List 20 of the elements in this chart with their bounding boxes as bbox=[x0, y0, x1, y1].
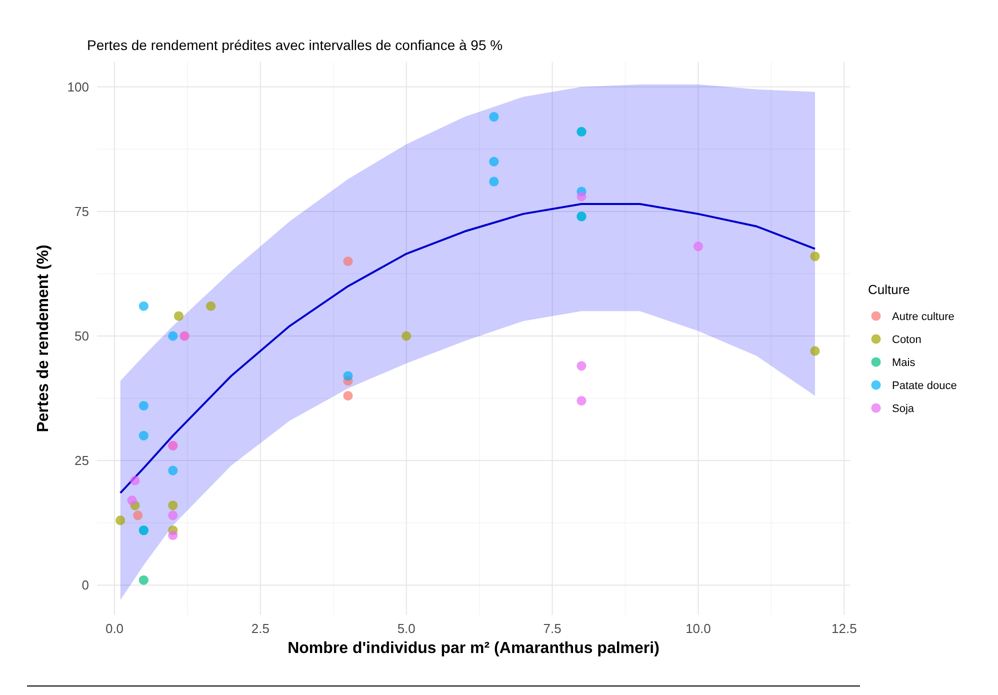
x-axis-title: Nombre d'individus par m² (Amaranthus palmeri) bbox=[288, 640, 660, 657]
y-tick-label: 100 bbox=[67, 79, 89, 94]
y-tick-label: 25 bbox=[74, 453, 89, 468]
legend-label: Mais bbox=[892, 357, 916, 369]
y-axis-title: Pertes de rendement (%) bbox=[35, 244, 52, 432]
x-tick-label: 5.0 bbox=[397, 621, 416, 636]
y-tick-label: 50 bbox=[74, 328, 89, 344]
legend-label: Coton bbox=[892, 334, 922, 346]
legend-label: Autre culture bbox=[892, 311, 954, 323]
x-tick-label: 7.5 bbox=[543, 621, 562, 636]
legend-title: Culture bbox=[868, 282, 910, 297]
y-tick-label: 75 bbox=[74, 204, 89, 219]
legend-label: Patate douce bbox=[892, 380, 957, 392]
x-tick-label: 10.0 bbox=[686, 621, 711, 636]
x-tick-label: 0.0 bbox=[105, 621, 124, 636]
x-tick-label: 12.5 bbox=[832, 621, 857, 636]
legend-label: Soja bbox=[892, 403, 915, 415]
chart-title: Pertes de rendement prédites avec intervalles de confiance à 95 % bbox=[87, 37, 503, 53]
x-tick-label: 2.5 bbox=[251, 621, 270, 636]
y-tick-label: 0 bbox=[82, 578, 89, 593]
